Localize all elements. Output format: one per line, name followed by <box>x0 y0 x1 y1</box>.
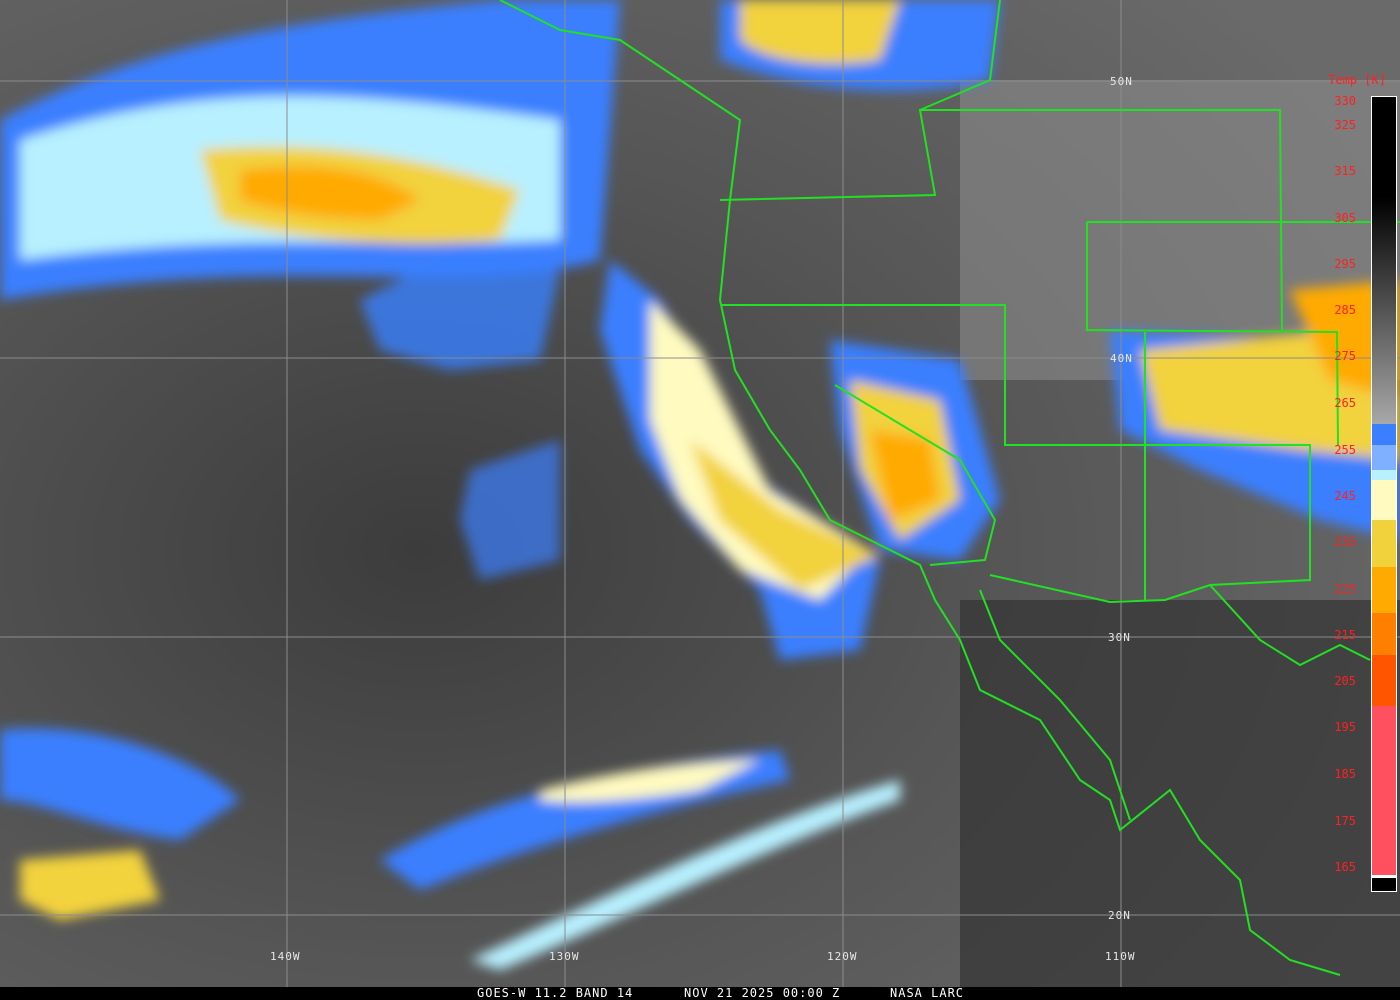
colorbar-tick-205: 205 <box>1334 674 1356 688</box>
colorbar-tick-245: 245 <box>1334 489 1356 503</box>
colorbar-tick-265: 265 <box>1334 396 1356 410</box>
image-caption: GOES-W 11.2 BAND 14 NOV 21 2025 00:00 Z … <box>0 987 1400 1000</box>
caption-satellite-band: GOES-W 11.2 BAND 14 <box>477 986 634 1000</box>
colorbar-tick-215: 215 <box>1334 628 1356 642</box>
lat-label-30n: 30N <box>1108 631 1131 644</box>
temperature-colorbar <box>1371 96 1397 892</box>
coastlines-borders <box>499 0 1400 976</box>
lon-label-110w: 110W <box>1105 950 1136 963</box>
colorbar-tick-185: 185 <box>1334 767 1356 781</box>
land-dark-area <box>960 600 1400 990</box>
lat-label-50n: 50N <box>1110 75 1133 88</box>
colorbar-tick-225: 225 <box>1334 582 1356 596</box>
lon-label-120w: 120W <box>827 950 858 963</box>
colorbar-tick-305: 305 <box>1334 211 1356 225</box>
colorbar-tick-330: 330 <box>1334 94 1356 108</box>
colorbar-tick-175: 175 <box>1334 814 1356 828</box>
colorbar-tick-275: 275 <box>1334 349 1356 363</box>
colorbar-tick-235: 235 <box>1334 535 1356 549</box>
colorbar-tick-255: 255 <box>1334 443 1356 457</box>
caption-datetime: NOV 21 2025 00:00 Z <box>684 986 841 1000</box>
colorbar-tick-325: 325 <box>1334 118 1356 132</box>
cloud-field <box>0 0 1400 970</box>
lon-label-140w: 140W <box>270 950 301 963</box>
lat-label-40n: 40N <box>1110 352 1133 365</box>
lon-label-130w: 130W <box>549 950 580 963</box>
colorbar-title: Temp [K] <box>1328 73 1386 87</box>
lat-label-20n: 20N <box>1108 909 1131 922</box>
caption-credit: NASA LARC <box>890 986 965 1000</box>
colorbar-tick-315: 315 <box>1334 164 1356 178</box>
colorbar-tick-195: 195 <box>1334 720 1356 734</box>
colorbar-tick-165: 165 <box>1334 860 1356 874</box>
colorbar-tick-295: 295 <box>1334 257 1356 271</box>
colorbar-tick-285: 285 <box>1334 303 1356 317</box>
